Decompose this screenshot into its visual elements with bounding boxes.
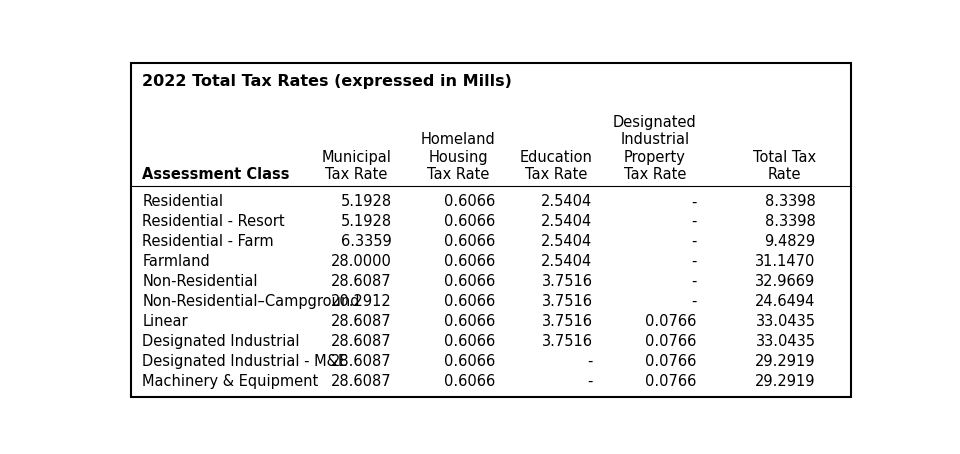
Text: -: - [691,294,697,309]
Text: Machinery & Equipment: Machinery & Equipment [142,374,319,389]
Text: -: - [691,194,697,209]
Text: 0.0766: 0.0766 [645,374,697,389]
Text: 0.6066: 0.6066 [444,194,495,209]
Text: 0.0766: 0.0766 [645,314,697,329]
Text: 33.0435: 33.0435 [756,334,816,349]
Text: 31.1470: 31.1470 [756,254,816,269]
Text: -: - [691,274,697,289]
Text: 0.6066: 0.6066 [444,254,495,269]
Text: Farmland: Farmland [142,254,210,269]
Text: 0.0766: 0.0766 [645,354,697,369]
Text: 0.6066: 0.6066 [444,294,495,309]
Text: 2.5404: 2.5404 [541,254,592,269]
Text: 32.9669: 32.9669 [756,274,816,289]
Text: 0.6066: 0.6066 [444,314,495,329]
Text: 6.3359: 6.3359 [341,234,392,249]
Text: 0.6066: 0.6066 [444,334,495,349]
Text: Designated Industrial: Designated Industrial [142,334,300,349]
Text: 0.6066: 0.6066 [444,274,495,289]
Text: Homeland
Housing
Tax Rate: Homeland Housing Tax Rate [421,132,495,182]
Text: 33.0435: 33.0435 [756,314,816,329]
Text: 28.6087: 28.6087 [331,334,392,349]
Text: Residential - Resort: Residential - Resort [142,214,285,229]
Text: 2022 Total Tax Rates (expressed in Mills): 2022 Total Tax Rates (expressed in Mills… [142,74,513,89]
Text: 3.7516: 3.7516 [541,314,592,329]
Text: -: - [588,374,592,389]
Text: 29.2919: 29.2919 [756,374,816,389]
Text: Linear: Linear [142,314,188,329]
Text: 28.6087: 28.6087 [331,314,392,329]
Text: 3.7516: 3.7516 [541,294,592,309]
Text: -: - [691,254,697,269]
Text: 0.6066: 0.6066 [444,234,495,249]
Text: -: - [691,234,697,249]
Text: -: - [691,214,697,229]
Text: 0.6066: 0.6066 [444,354,495,369]
Text: -: - [588,354,592,369]
Text: Non-Residential–Campground: Non-Residential–Campground [142,294,360,309]
Text: 28.6087: 28.6087 [331,274,392,289]
Text: 2.5404: 2.5404 [541,234,592,249]
Text: 28.6087: 28.6087 [331,354,392,369]
Text: 29.2919: 29.2919 [756,354,816,369]
Text: Residential: Residential [142,194,224,209]
Text: Designated
Industrial
Property
Tax Rate: Designated Industrial Property Tax Rate [612,115,697,182]
Text: Assessment Class: Assessment Class [142,167,290,182]
Text: Designated Industrial - M&E: Designated Industrial - M&E [142,354,348,369]
Text: 3.7516: 3.7516 [541,334,592,349]
Text: 5.1928: 5.1928 [341,214,392,229]
Text: 8.3398: 8.3398 [765,194,816,209]
Text: Non-Residential: Non-Residential [142,274,258,289]
Text: 28.0000: 28.0000 [330,254,392,269]
Text: 9.4829: 9.4829 [764,234,816,249]
Text: Residential - Farm: Residential - Farm [142,234,274,249]
Text: 5.1928: 5.1928 [341,194,392,209]
Text: 0.0766: 0.0766 [645,334,697,349]
Text: 8.3398: 8.3398 [765,214,816,229]
Text: 24.6494: 24.6494 [756,294,816,309]
Text: 2.5404: 2.5404 [541,214,592,229]
Text: Municipal
Tax Rate: Municipal Tax Rate [322,150,392,182]
Text: Total Tax
Rate: Total Tax Rate [753,150,816,182]
Text: 3.7516: 3.7516 [541,274,592,289]
Text: 2.5404: 2.5404 [541,194,592,209]
Text: 0.6066: 0.6066 [444,214,495,229]
Text: Education
Tax Rate: Education Tax Rate [519,150,592,182]
Text: 20.2912: 20.2912 [331,294,392,309]
Text: 0.6066: 0.6066 [444,374,495,389]
Text: 28.6087: 28.6087 [331,374,392,389]
